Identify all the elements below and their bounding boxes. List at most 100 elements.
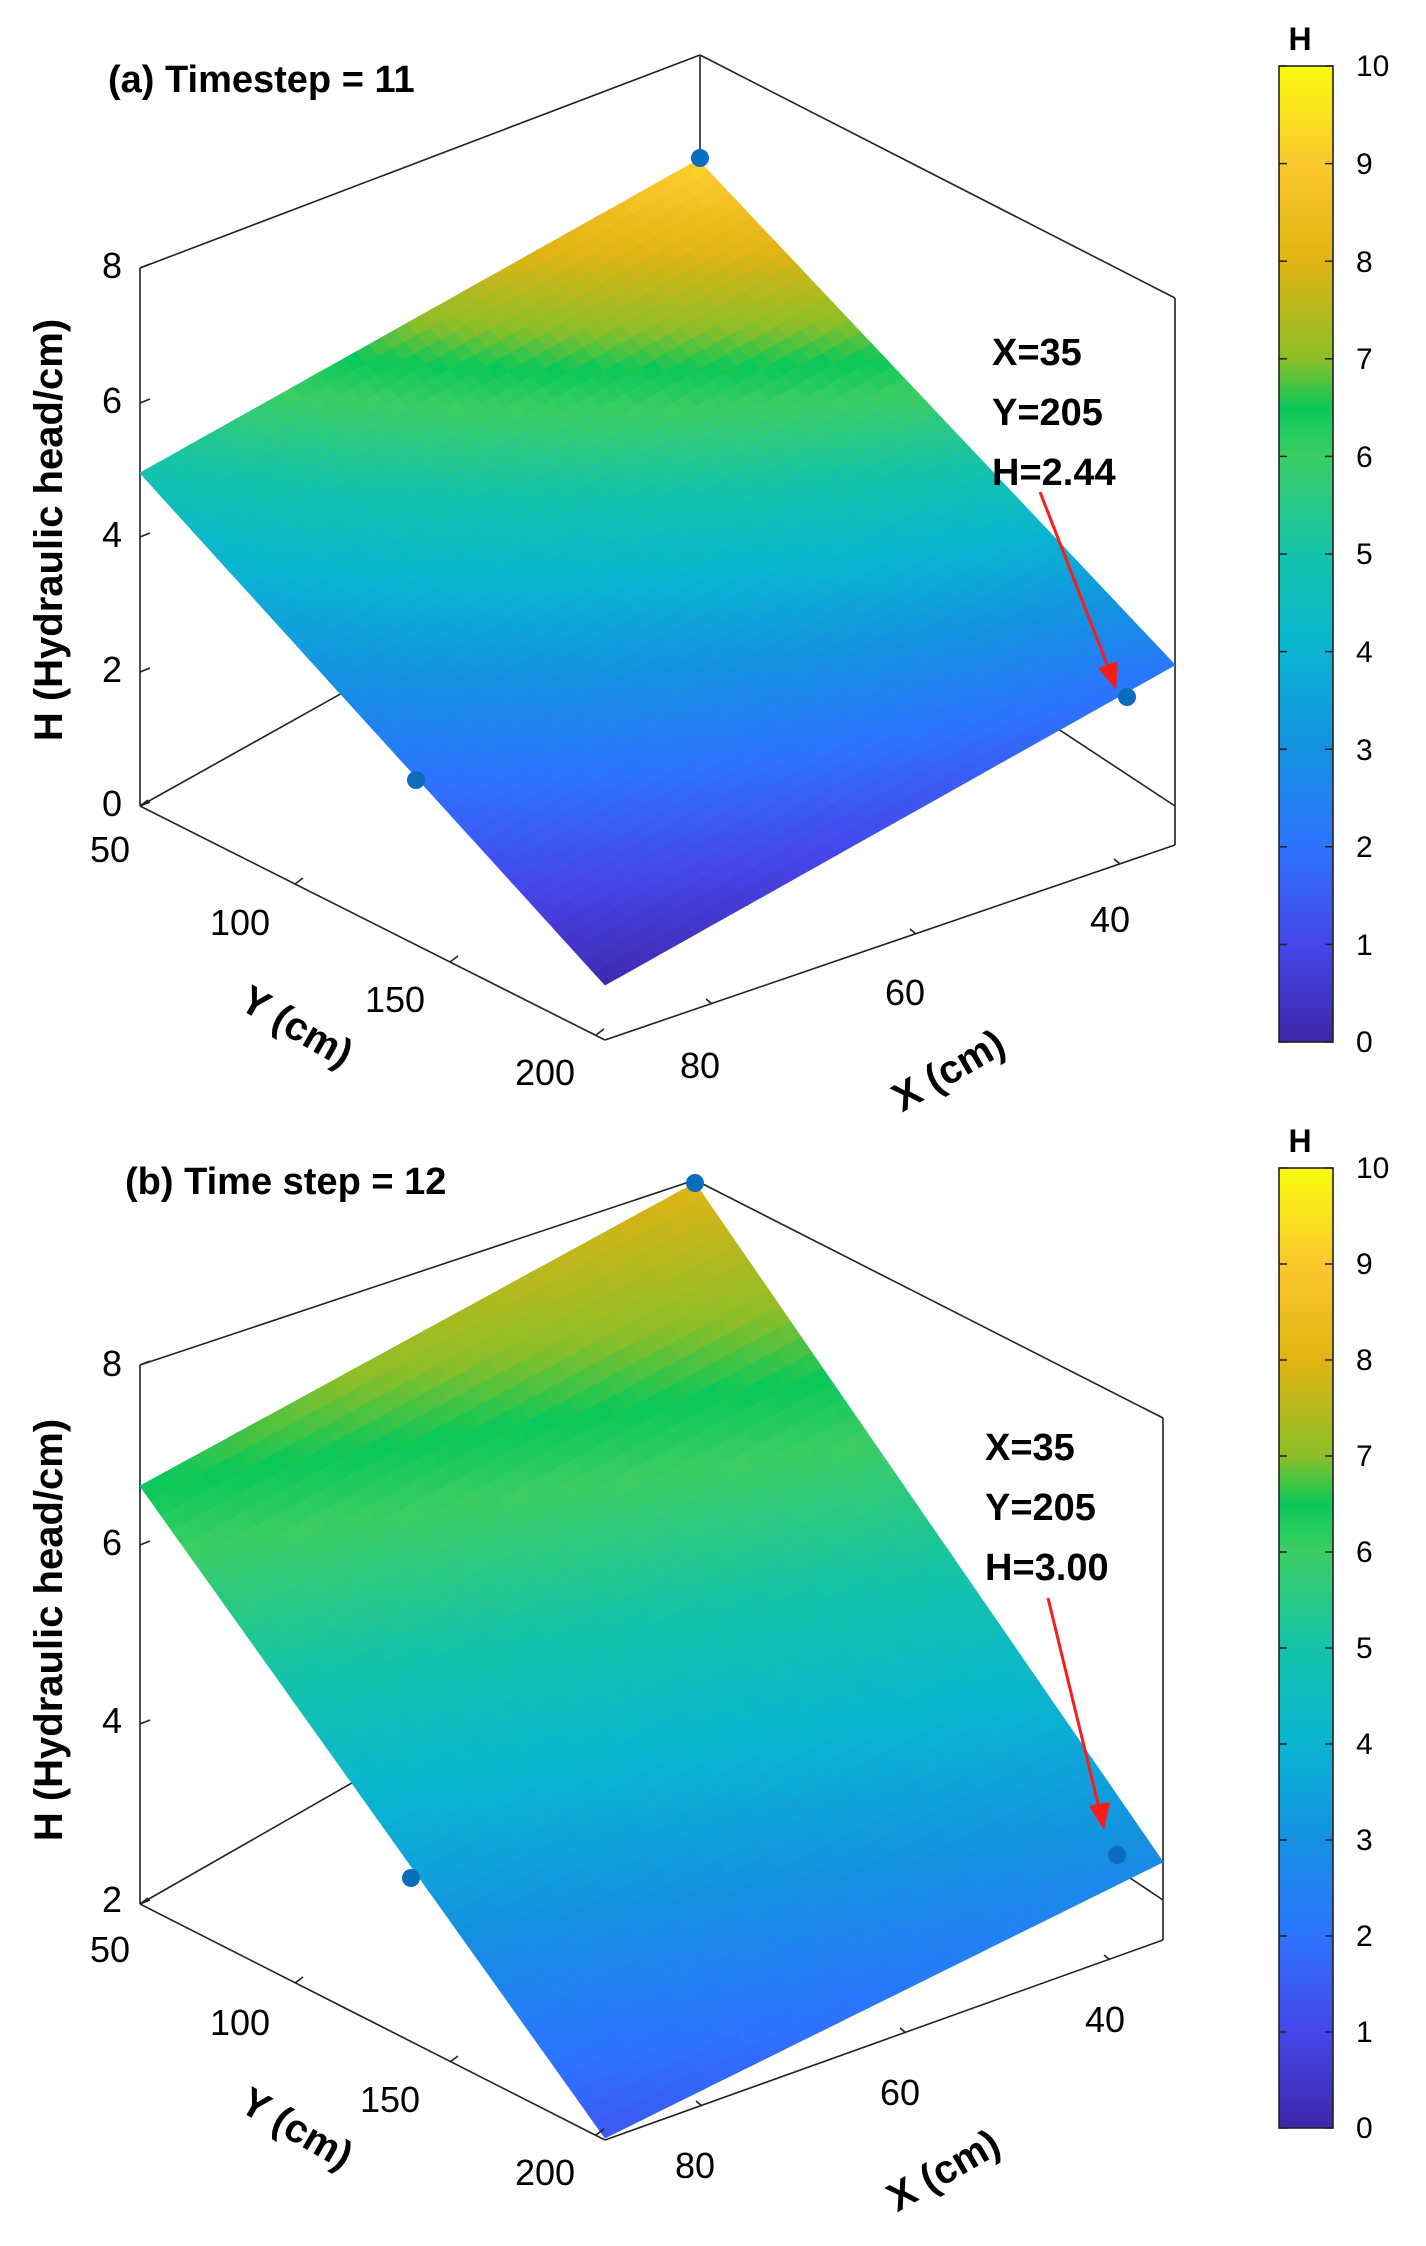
- panel-a-z-tick: 6: [102, 380, 122, 421]
- colorbar-a-tick: 1: [1356, 929, 1373, 962]
- panel-b-y-label: Y (cm): [233, 2079, 360, 2178]
- axis-tick-mark: [139, 799, 149, 807]
- panel-a-annotation-h: H=2.44: [992, 452, 1116, 494]
- colorbar-b-tick: 4: [1356, 1728, 1373, 1761]
- panel-a-x-tick: 80: [680, 1045, 720, 1086]
- panel-a-annotation-y: Y=205: [992, 392, 1103, 434]
- axis-tick-mark: [1113, 858, 1121, 865]
- colorbar-b-tick: 3: [1356, 1824, 1373, 1857]
- axis-tick-mark: [1103, 1954, 1111, 1961]
- panel-b-ticks: [139, 1360, 1111, 2136]
- axis-tick-mark: [294, 877, 304, 885]
- panel-b-annotation-y: Y=205: [985, 1487, 1096, 1529]
- surface-cell: [593, 965, 619, 986]
- panel-a-annotation-x: X=35: [992, 332, 1082, 374]
- panel-b-z-tick: 6: [102, 1522, 122, 1563]
- panel-a-x-tick: 40: [1090, 899, 1130, 940]
- axis-tick-mark: [595, 2128, 605, 2136]
- axis-tick-mark: [139, 532, 151, 538]
- axis-tick-mark: [139, 1719, 151, 1725]
- panel-b: (b) Time step = 12 8 6 4 2 50 100 150 20…: [27, 1161, 1164, 2220]
- axis-tick-mark: [139, 1897, 149, 1905]
- panel-a-y-tick: 50: [90, 829, 130, 870]
- panel-a-surface: [139, 159, 1176, 986]
- panel-b-z-tick: 2: [102, 1879, 122, 1920]
- colorbar-a-label: H: [1288, 21, 1311, 57]
- axis-tick-mark: [909, 928, 917, 935]
- data-point: [1118, 688, 1136, 706]
- panel-b-annotation-h: H=3.00: [985, 1547, 1109, 1589]
- panel-a-z-tick: 8: [102, 245, 122, 286]
- colorbar-b-ticks: [1279, 1167, 1333, 2129]
- colorbar-a-tick: 5: [1356, 538, 1373, 571]
- axis-tick-mark: [139, 398, 151, 404]
- panel-b-points: [402, 1174, 1126, 1887]
- axis-tick-mark: [595, 1028, 605, 1036]
- panel-a-z-label: H (Hydraulic head/cm): [27, 319, 71, 741]
- colorbar-a-tick: 8: [1356, 246, 1373, 279]
- axis-tick-mark: [695, 2100, 703, 2107]
- panel-b-z-tick: 8: [102, 1343, 122, 1384]
- panel-a-ticks: [139, 263, 1121, 1036]
- axis-tick-mark: [139, 1360, 151, 1366]
- panel-b-z-label: H (Hydraulic head/cm): [27, 1419, 71, 1841]
- panel-b-x-label: X (cm): [880, 2121, 1008, 2220]
- panel-a-z-tick: 4: [102, 514, 122, 555]
- colorbar-b-tick: 0: [1356, 2112, 1373, 2145]
- axis-tick-mark: [449, 955, 459, 963]
- data-point: [686, 1174, 704, 1192]
- axis-tick-mark: [705, 998, 713, 1005]
- panel-a-z-tick: 0: [102, 783, 122, 824]
- colorbar-a-bar: [1278, 65, 1334, 1043]
- colorbar-a-tick: 2: [1356, 831, 1373, 864]
- colorbar-a-tick: 9: [1356, 148, 1373, 181]
- panel-b-surface: [139, 1182, 1164, 2139]
- colorbar-b-tick: 2: [1356, 1920, 1373, 1953]
- panel-b-x-tick: 80: [675, 2145, 715, 2186]
- panel-a-y-tick: 200: [515, 1052, 575, 1093]
- colorbar-b-tick: 9: [1356, 1248, 1373, 1281]
- axis-tick-mark: [139, 667, 151, 673]
- colorbar-b-tick: 6: [1356, 1536, 1373, 1569]
- panel-a: (a) Timestep = 11 8 6 4 2 0 50 100 150 2…: [27, 54, 1176, 1120]
- panel-b-y-tick: 100: [210, 2002, 270, 2043]
- colorbar-b-label: H: [1288, 1123, 1311, 1159]
- data-point: [1108, 1846, 1126, 1864]
- panel-b-y-tick: 50: [90, 1929, 130, 1970]
- colorbar-a-ticks: [1279, 65, 1333, 1043]
- colorbar-b-tick: 10: [1356, 1152, 1389, 1185]
- panel-b-y-tick: 150: [360, 2079, 420, 2120]
- panel-a-y-tick: 100: [210, 902, 270, 943]
- panel-b-box-front: [139, 1365, 1164, 2141]
- surface-cell: [593, 2116, 619, 2139]
- panel-b-x-tick: 40: [1085, 1999, 1125, 2040]
- data-point: [691, 149, 709, 167]
- panel-a-x-tick: 60: [885, 972, 925, 1013]
- colorbar-b-tick: 5: [1356, 1632, 1373, 1665]
- panel-a-y-tick: 150: [365, 979, 425, 1020]
- panel-b-z-tick: 4: [102, 1700, 122, 1741]
- colorbar-b-bar: [1278, 1167, 1334, 2129]
- panel-a-annotation-arrow: [1038, 491, 1118, 690]
- axis-tick-mark: [899, 2027, 907, 2034]
- panel-a-y-label: Y (cm): [233, 977, 360, 1076]
- axis-tick-mark: [139, 1540, 151, 1546]
- panel-a-points: [407, 149, 1136, 789]
- data-point: [407, 771, 425, 789]
- axis-tick-mark: [139, 263, 151, 269]
- colorbar-a-tick: 7: [1356, 343, 1373, 376]
- panel-b-annotation-arrow: [1046, 1597, 1110, 1830]
- colorbar-a-tick: 6: [1356, 441, 1373, 474]
- axis-tick-mark: [294, 1976, 304, 1984]
- panel-b-y-tick: 200: [515, 2152, 575, 2193]
- axis-tick-mark: [449, 2055, 459, 2063]
- colorbar-a-tick: 10: [1356, 50, 1389, 83]
- data-point: [402, 1869, 420, 1887]
- panel-b-annotation-x: X=35: [985, 1427, 1075, 1469]
- panel-a-z-tick: 2: [102, 649, 122, 690]
- colorbar-b-tick: 7: [1356, 1440, 1373, 1473]
- colorbar-a-tick: 3: [1356, 734, 1373, 767]
- panel-a-title: (a) Timestep = 11: [108, 59, 415, 101]
- colorbar-a: H 0 1 2 3 4 5 6 7 8 9 10: [1278, 21, 1389, 1059]
